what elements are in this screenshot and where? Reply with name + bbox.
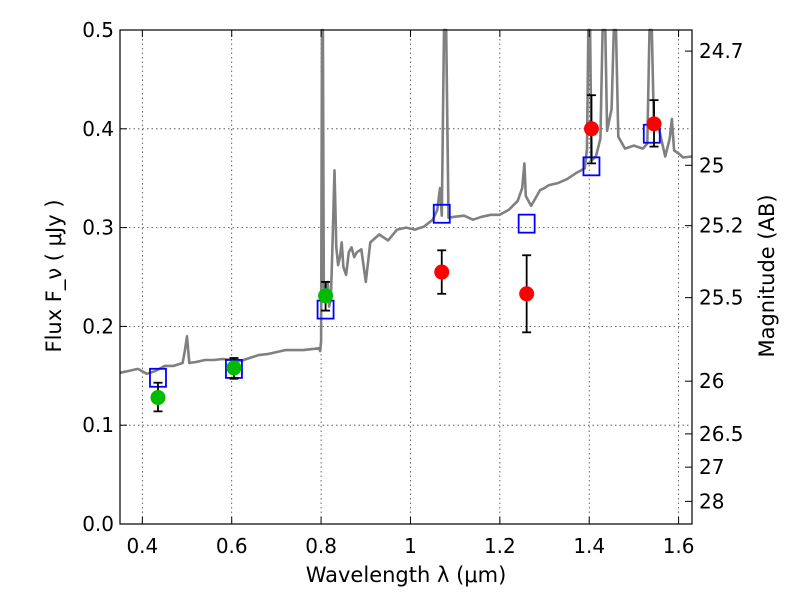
y-tick-labels: 0.0 0.1 0.2 0.3 0.4 0.5	[82, 18, 114, 536]
x-tick-label: 1.2	[484, 534, 516, 558]
x-tick-label: 1	[404, 534, 417, 558]
green-point	[318, 288, 334, 304]
magnitude-tick-label: 26.5	[699, 422, 744, 446]
spectrum-line	[119, 28, 693, 376]
red-point	[583, 121, 599, 137]
model-spectrum	[119, 28, 693, 376]
red-point	[519, 286, 535, 302]
green-point	[150, 390, 166, 406]
magnitude-tick-label: 25.5	[699, 286, 744, 310]
magnitude-tick-label: 24.7	[699, 39, 744, 63]
magnitude-tick-label: 25	[699, 153, 724, 177]
magnitude-tick-label: 28	[699, 489, 724, 513]
observed-points	[150, 116, 662, 406]
model-box	[432, 203, 451, 224]
model-photometry-boxes	[149, 123, 661, 388]
magnitude-tick-label: 27	[699, 455, 724, 479]
magnitude-tick-labels: 24.7 25 25.2 25.5 26 26.5 27 28	[699, 39, 744, 513]
model-box	[517, 213, 536, 234]
y-tick-label: 0.0	[82, 512, 114, 536]
y-axis-label: Flux F_ν ( μJy )	[42, 199, 67, 352]
x-tick-label: 1.6	[663, 534, 695, 558]
magnitude-tick-label: 25.2	[699, 214, 744, 238]
axis-ticks	[120, 29, 692, 525]
x-tick-label: 0.4	[126, 534, 158, 558]
x-tick-label: 0.6	[216, 534, 248, 558]
x-tick-label: 1.4	[573, 534, 605, 558]
y-tick-label: 0.5	[82, 18, 114, 42]
y-tick-label: 0.1	[82, 413, 114, 437]
green-point	[226, 360, 242, 376]
magnitude-tick-label: 26	[699, 369, 724, 393]
y-tick-label: 0.2	[82, 314, 114, 338]
x-tick-label: 0.8	[305, 534, 337, 558]
y-tick-label: 0.3	[82, 216, 114, 240]
x-axis-label: Wavelength λ (μm)	[306, 563, 507, 587]
red-point	[434, 264, 450, 280]
red-point	[646, 116, 662, 132]
x-tick-labels: 0.4 0.6 0.8 1 1.2 1.4 1.6	[126, 534, 694, 558]
y-tick-label: 0.4	[82, 117, 114, 141]
plot-frame	[119, 29, 693, 525]
right-axis-label: Magnitude (AB)	[755, 194, 779, 357]
